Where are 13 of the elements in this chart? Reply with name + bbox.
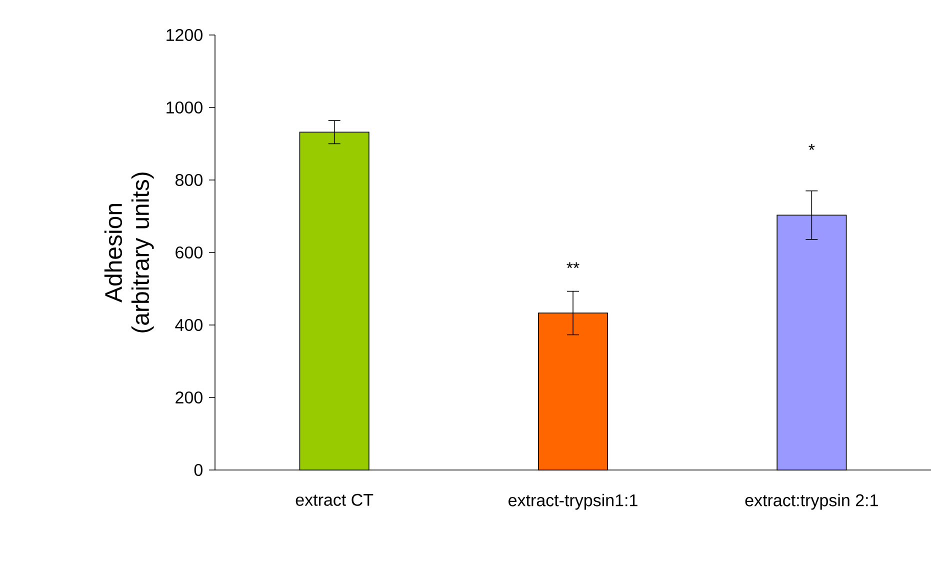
y-tick-label: 0 [194, 464, 202, 476]
y-axis-title: Adhesion (arbitrary units) [104, 172, 154, 332]
x-tick-label: extract-trypsin1:1 [508, 494, 638, 510]
annotation: * [808, 144, 815, 150]
y-tick-label: 800 [176, 174, 202, 186]
x-tick-label: extract:trypsin 2:1 [745, 494, 878, 510]
y-tick-label: 200 [176, 391, 202, 404]
y-tick-label: 600 [176, 246, 202, 259]
annotation: ** [566, 262, 580, 268]
y-tick-label: 1200 [166, 28, 202, 42]
y-tick-label: 400 [175, 318, 202, 332]
y-tick-label: 1000 [166, 101, 202, 114]
x-tick-label: extract CT [296, 494, 374, 506]
